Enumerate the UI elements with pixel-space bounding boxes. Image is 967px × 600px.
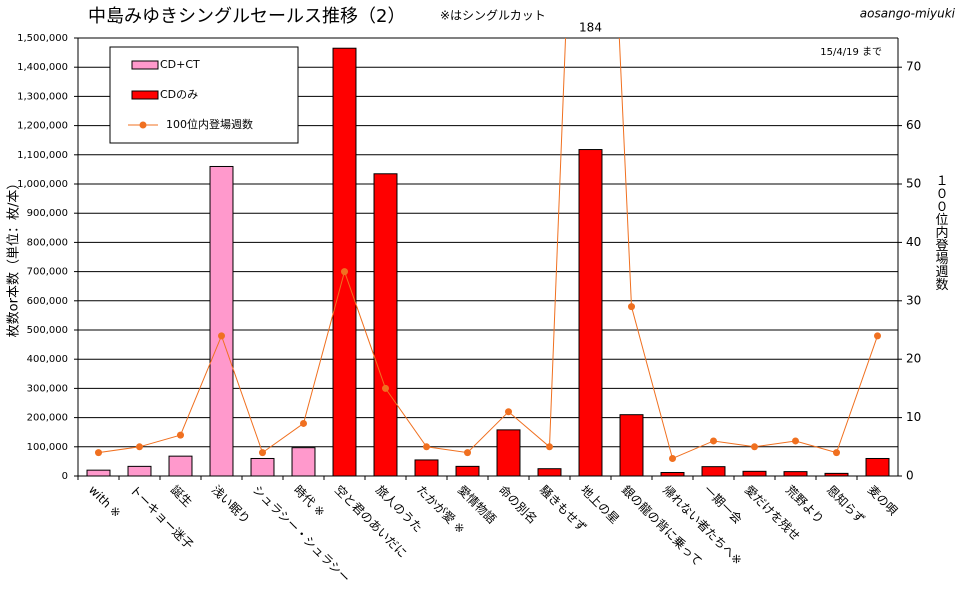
y2-tick-label: 70 — [906, 60, 921, 74]
y2-tick-label: 60 — [906, 118, 921, 132]
point — [628, 303, 635, 311]
x-tick-label: 空と君のあいだに — [332, 483, 410, 561]
x-tick-label: 誕生 — [168, 483, 195, 510]
legend-swatch — [131, 60, 159, 70]
y-tick-label: 1,100,000 — [17, 150, 68, 161]
point — [505, 408, 512, 416]
y-tick-label: 1,300,000 — [17, 91, 68, 102]
y-tick-label: 900,000 — [27, 208, 68, 219]
annotation: aosango-miyuki — [860, 7, 956, 21]
line-series — [95, 38, 881, 462]
legend-label: CD+CT — [160, 58, 200, 71]
y2-tick-label: 0 — [906, 469, 914, 483]
legend-swatch — [131, 90, 159, 100]
y-tick-label: 600,000 — [27, 296, 68, 307]
point — [751, 443, 758, 451]
y-tick-label: 100,000 — [27, 442, 68, 453]
bar — [742, 470, 767, 477]
y2-tick-label: 20 — [906, 352, 921, 366]
bar — [578, 149, 603, 477]
y-tick-label: 200,000 — [27, 413, 68, 424]
bar — [619, 414, 644, 477]
bar — [127, 465, 152, 477]
y-tick-label: 1,500,000 — [17, 33, 68, 44]
y2-tick-label: 40 — [906, 235, 921, 249]
y-tick-label: 1,200,000 — [17, 121, 68, 132]
y2-axis-label: １００位内登場週数 — [933, 174, 949, 291]
legend-label: 100位内登場週数 — [166, 117, 253, 131]
bar — [865, 457, 890, 477]
y-tick-label: 500,000 — [27, 325, 68, 336]
y-tick-label: 1,400,000 — [17, 62, 68, 73]
x-tick-label: 恩知らず — [824, 483, 868, 527]
bar — [332, 47, 357, 477]
y-tick-label: 0 — [62, 471, 68, 482]
point — [341, 268, 348, 276]
point — [259, 449, 266, 457]
bar — [537, 468, 562, 477]
point — [464, 449, 471, 457]
bar — [291, 447, 316, 477]
point — [218, 332, 225, 340]
y-tick-label: 800,000 — [27, 237, 68, 248]
bar — [701, 466, 726, 477]
bar — [496, 429, 521, 477]
y-tick-label: 300,000 — [27, 383, 68, 394]
chart-title: 中島みゆきシングルセールス推移（2） — [88, 6, 405, 27]
bar — [250, 457, 275, 477]
y2-tick-label: 50 — [906, 177, 921, 191]
point — [423, 443, 430, 451]
bar — [660, 471, 685, 477]
bar — [86, 469, 111, 477]
point — [300, 419, 307, 427]
bar — [209, 165, 234, 477]
point — [669, 454, 676, 462]
legend-label: CDのみ — [160, 88, 198, 101]
bar — [455, 465, 480, 477]
annotation: 15/4/19 まで — [820, 46, 882, 58]
point — [874, 332, 881, 340]
x-tick-label: 麦の唄 — [865, 483, 900, 518]
data-label: 184 — [579, 21, 602, 35]
x-tick-label: 銀の龍の背に乗って — [619, 482, 706, 569]
point — [833, 449, 840, 457]
y2-tick-label: 10 — [906, 410, 921, 424]
point — [177, 431, 184, 439]
line — [98, 38, 878, 460]
y-axis-label: 枚数or本数（単位：枚/本） — [6, 177, 22, 338]
point — [95, 449, 102, 457]
point — [136, 443, 143, 451]
point — [710, 437, 717, 445]
point — [792, 437, 799, 445]
y-tick-label: 1,000,000 — [17, 179, 68, 190]
point — [382, 384, 389, 392]
y-tick-label: 700,000 — [27, 267, 68, 278]
bar — [373, 173, 398, 477]
x-tick-label: 時代 ※ — [291, 483, 328, 520]
bar — [414, 459, 439, 477]
bar — [168, 455, 193, 477]
y-tick-label: 400,000 — [27, 354, 68, 365]
bar — [783, 471, 808, 477]
bar — [824, 472, 849, 477]
x-tick-label: with ※ — [86, 483, 124, 521]
x-tick-label: 命の別名 — [496, 482, 541, 527]
subtitle: ※はシングルカット — [440, 9, 546, 23]
legend-swatch — [139, 121, 147, 129]
x-tick-label: 浅い眠り — [209, 483, 253, 527]
y2-tick-label: 30 — [906, 293, 921, 307]
point — [546, 443, 553, 451]
